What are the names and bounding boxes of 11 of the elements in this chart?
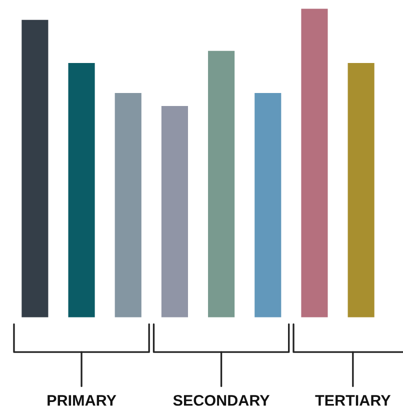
text: SECONDARY [173,394,270,406]
text: TERTIARY [315,395,391,406]
text: PRIMARY [48,395,116,406]
bar [300,8,330,318]
bar [253,92,283,318]
bar [113,92,143,318]
bar [160,104,190,318]
bar [346,62,376,318]
bar [66,62,96,318]
bar [20,18,50,318]
bar [206,49,236,318]
